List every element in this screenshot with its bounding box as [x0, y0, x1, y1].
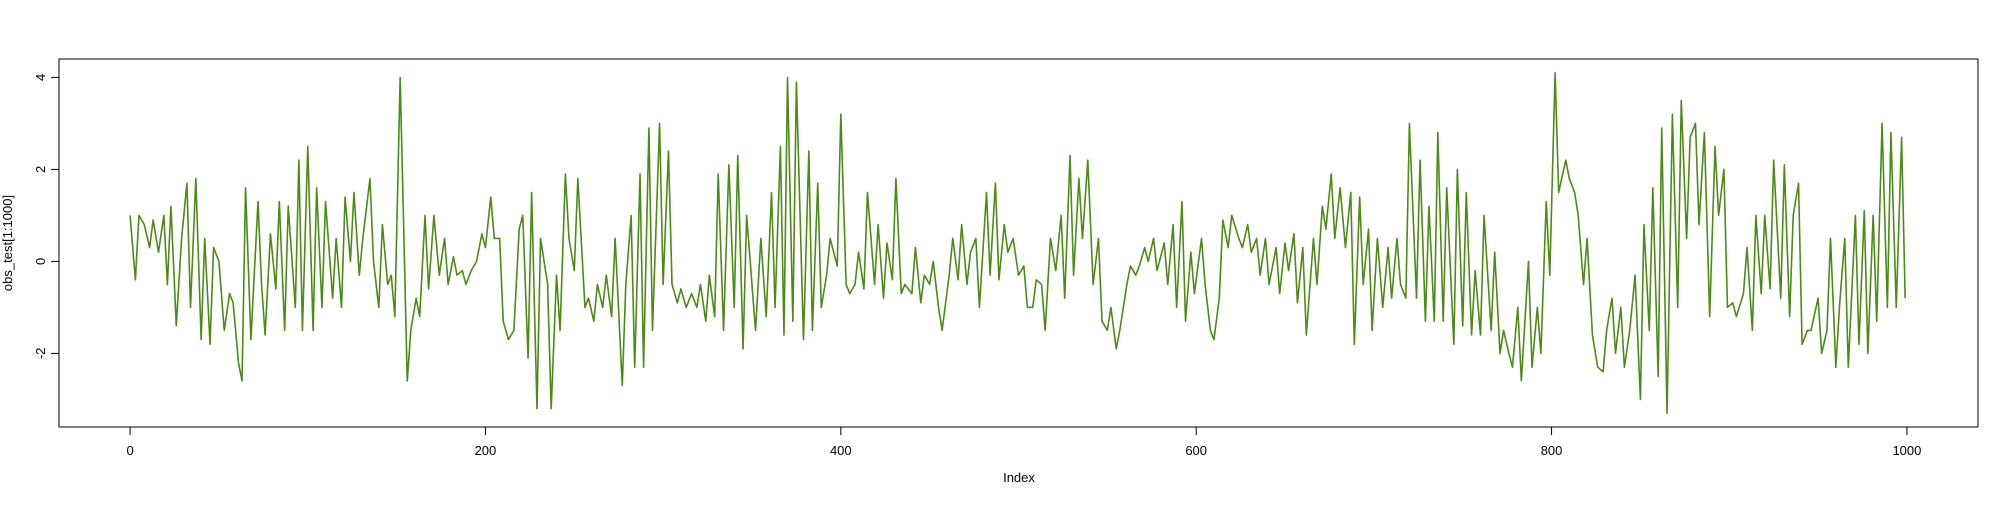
x-tick-label: 0	[126, 443, 133, 458]
x-tick-label: 600	[1185, 443, 1207, 458]
x-tick-label: 1000	[1892, 443, 1921, 458]
data-line	[129, 72, 1906, 414]
y-tick-label: 2	[33, 166, 48, 173]
x-axis-label: Index	[1003, 470, 1035, 485]
x-tick-label: 800	[1541, 443, 1563, 458]
y-axis-label: obs_test[1:1000]	[0, 195, 15, 291]
x-tick-label: 200	[475, 443, 497, 458]
x-tick-label: 400	[830, 443, 852, 458]
y-tick-label: -2	[33, 348, 48, 360]
plot-frame	[58, 58, 1979, 428]
y-tick-label: 4	[33, 74, 48, 81]
y-tick-label: 0	[33, 258, 48, 265]
